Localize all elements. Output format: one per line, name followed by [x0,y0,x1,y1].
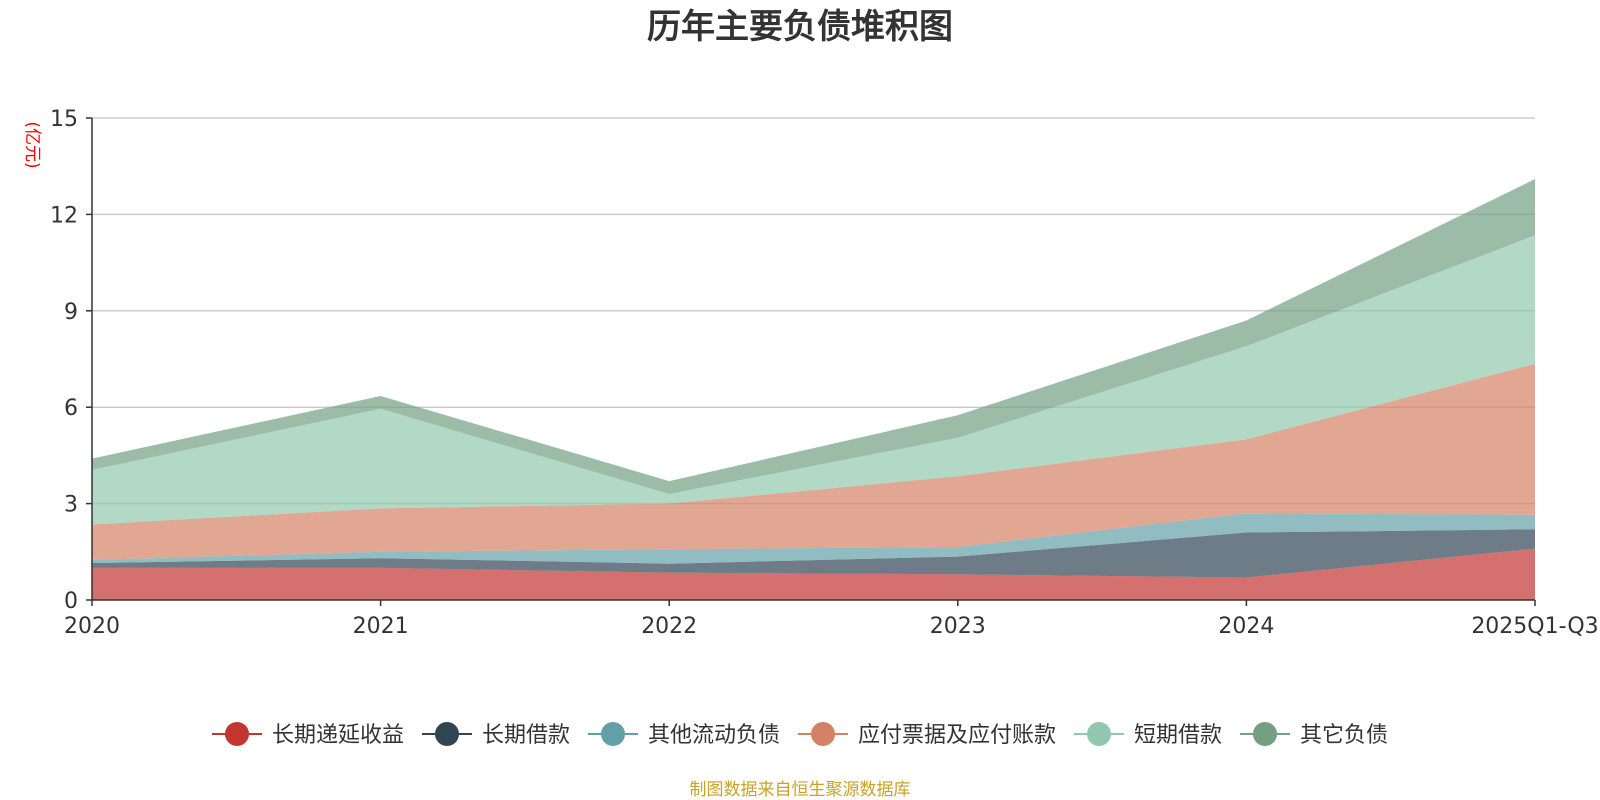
x-tick-label: 2020 [64,614,120,639]
legend-marker [435,722,459,746]
area-series-4 [92,363,1535,560]
area-series-6 [92,179,1535,494]
legend-marker [1253,722,1277,746]
area-series-3 [92,513,1535,564]
legend-item-6[interactable]: 其它负债 [1240,722,1388,748]
x-tick-label: 2021 [353,614,409,639]
legend-label: 其它负债 [1300,723,1388,748]
y-tick-labels: 0 3 6 9 12 15 [50,107,92,614]
x-tick-label: 2022 [641,614,697,639]
x-tick-label: 2023 [930,614,986,639]
legend-marker [225,722,249,746]
x-tick-label: 2025Q1-Q3 [1471,614,1598,639]
data-source-note: 制图数据来自恒生聚源数据库 [690,780,911,800]
legend-marker [601,722,625,746]
y-tick-label: 12 [50,203,78,228]
legend-marker [1087,722,1111,746]
legend-item-4[interactable]: 应付票据及应付账款 [798,722,1056,748]
y-tick-label: 0 [64,589,78,614]
area-series-5 [92,235,1535,525]
y-tick-label: 3 [64,493,78,518]
legend: 长期递延收益 长期借款 其他流动负债 应付票据及应付账款 短期借款 其它负债 [212,722,1388,748]
y-tick-label: 15 [50,107,78,132]
area-series-layer [92,179,1535,600]
legend-item-5[interactable]: 短期借款 [1074,722,1222,748]
chart-title: 历年主要负债堆积图 [647,7,953,47]
legend-label: 应付票据及应付账款 [858,723,1056,748]
y-tick-label: 6 [64,396,78,421]
legend-label: 长期递延收益 [272,723,404,748]
x-tick-labels: 2020 2021 2022 2023 2024 2025Q1-Q3 [64,600,1599,639]
axes [91,118,1535,601]
area-series-1 [92,548,1535,600]
legend-label: 其他流动负债 [648,723,780,748]
legend-label: 短期借款 [1134,723,1222,748]
x-tick-label: 2024 [1218,614,1274,639]
y-tick-label: 9 [64,300,78,325]
legend-label: 长期借款 [482,723,570,748]
area-series-2 [92,529,1535,578]
legend-item-3[interactable]: 其他流动负债 [588,722,780,748]
legend-item-2[interactable]: 长期借款 [422,722,570,748]
legend-item-1[interactable]: 长期递延收益 [212,722,404,748]
legend-marker [811,722,835,746]
y-axis-unit-label: (亿元) [22,121,42,168]
